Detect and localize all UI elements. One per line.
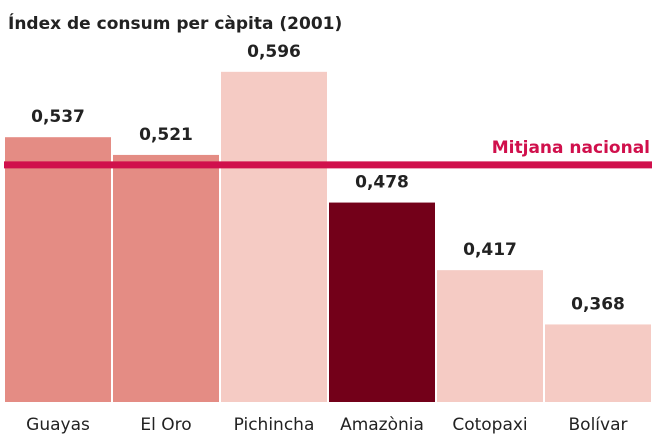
x-tick-label: El Oro (140, 415, 191, 435)
chart-title: Índex de consum per càpita (2001) (8, 12, 342, 34)
value-label: 0,417 (463, 240, 517, 260)
bar (329, 202, 435, 402)
value-label: 0,537 (31, 107, 85, 127)
value-label: 0,478 (355, 173, 409, 193)
reference-label: Mitjana nacional (492, 138, 650, 158)
bar (221, 71, 327, 403)
x-tick-label: Cotopaxi (452, 415, 527, 435)
x-tick-label: Amazònia (340, 415, 424, 435)
x-tick-label: Guayas (26, 415, 90, 435)
x-tick-label: Bolívar (569, 415, 628, 435)
value-label: 0,368 (571, 294, 625, 314)
value-label: 0,521 (139, 125, 193, 145)
bar (545, 324, 651, 402)
x-tick-label: Pichincha (234, 415, 315, 435)
value-label: 0,596 (247, 42, 301, 62)
bar (437, 270, 543, 402)
bar (113, 154, 219, 402)
bar (5, 137, 111, 403)
